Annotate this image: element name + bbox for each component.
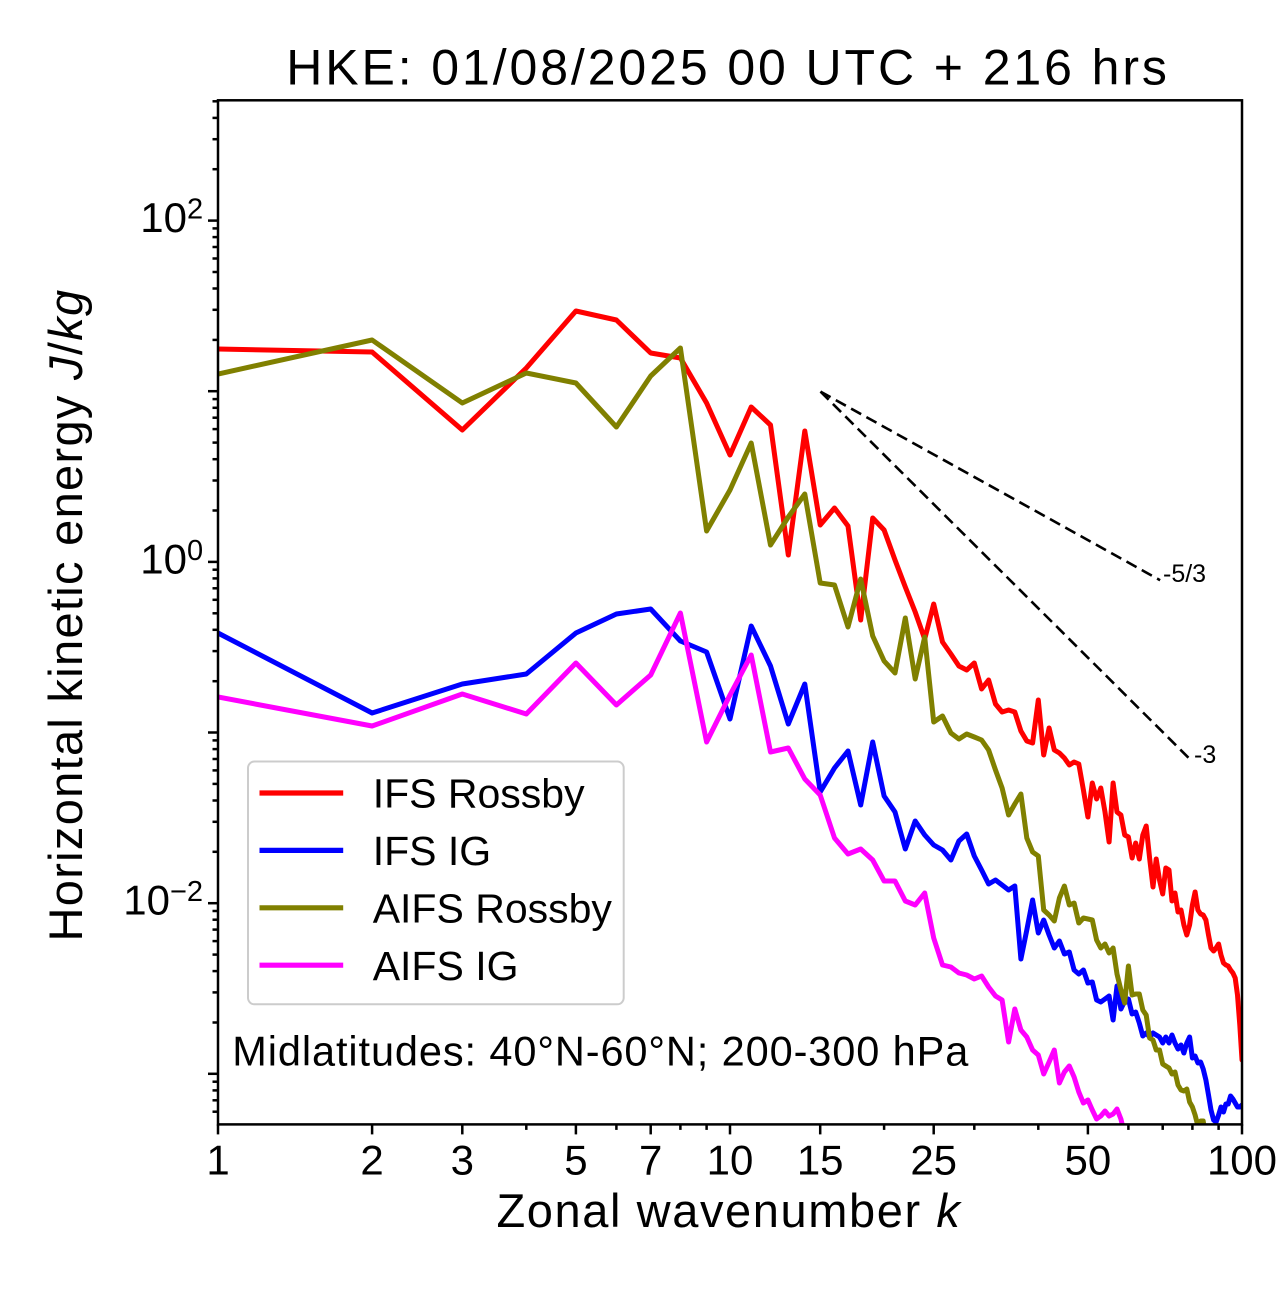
svg-text:Zonal wavenumber k: Zonal wavenumber k: [496, 1184, 962, 1237]
svg-text:IFS Rossby: IFS Rossby: [373, 771, 585, 817]
svg-text:HKE: 01/08/2025 00 UTC + 216 h: HKE: 01/08/2025 00 UTC + 216 hrs: [286, 40, 1170, 96]
svg-text:10: 10: [140, 194, 187, 241]
svg-text:IFS IG: IFS IG: [373, 828, 491, 874]
svg-text:5: 5: [564, 1137, 587, 1184]
svg-text:15: 15: [797, 1137, 844, 1184]
svg-text:50: 50: [1065, 1137, 1112, 1184]
svg-text:AIFS IG: AIFS IG: [373, 943, 519, 989]
svg-text:2: 2: [187, 194, 203, 226]
svg-text:AIFS Rossby: AIFS Rossby: [373, 886, 613, 932]
svg-text:2: 2: [360, 1137, 383, 1184]
svg-text:10: 10: [140, 535, 187, 582]
svg-text:7: 7: [639, 1137, 662, 1184]
svg-text:-5/3: -5/3: [1163, 560, 1206, 588]
svg-text:Horizontal kinetic energy J/kg: Horizontal kinetic energy J/kg: [39, 289, 92, 942]
svg-text:10: 10: [123, 877, 170, 924]
svg-text:0: 0: [187, 535, 203, 567]
svg-text:25: 25: [910, 1137, 957, 1184]
svg-text:-3: -3: [1194, 741, 1216, 769]
svg-text:3: 3: [451, 1137, 474, 1184]
svg-text:10: 10: [707, 1137, 754, 1184]
svg-text:−2: −2: [170, 876, 203, 908]
svg-text:100: 100: [1207, 1137, 1277, 1184]
svg-text:Midlatitudes: 40°N-60°N; 200-3: Midlatitudes: 40°N-60°N; 200-300 hPa: [232, 1028, 969, 1075]
svg-text:1: 1: [206, 1137, 229, 1184]
